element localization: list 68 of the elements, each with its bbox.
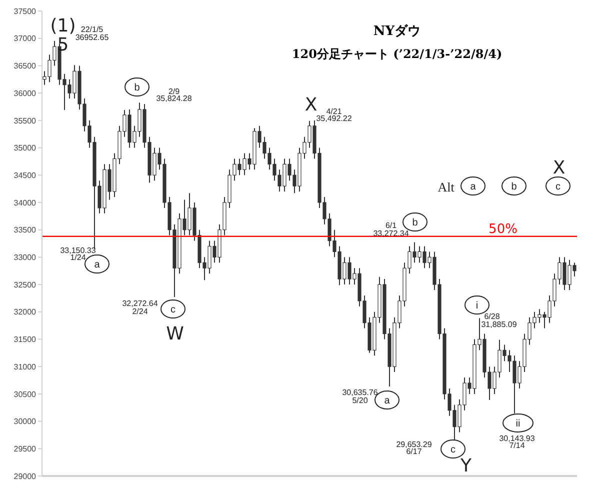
annotation: 2/9: [168, 86, 180, 96]
ellipse-outline: c: [440, 440, 466, 458]
y-tick-label: 35500: [14, 116, 37, 126]
annotation: W: [166, 323, 184, 344]
ellipse-outline: b: [402, 212, 428, 232]
annotation: 35,492.22: [316, 114, 352, 123]
annotation: 31,885.09: [481, 320, 518, 329]
ellipse-outline: b: [502, 176, 526, 196]
annotation: 33,150.33: [60, 246, 96, 255]
annotation: 5/20: [352, 396, 368, 405]
y-tick-label: 31000: [14, 362, 37, 372]
y-tick-label: 36000: [14, 88, 37, 98]
annotation: 1/24: [70, 252, 86, 262]
y-tick-label: 29500: [14, 444, 37, 454]
annotation: 4/21: [326, 106, 342, 116]
y-tick-label: 34000: [14, 198, 37, 208]
annotation: 35,824.28: [156, 94, 192, 103]
y-tick-label: 29000: [14, 472, 37, 481]
annotation: a: [94, 260, 100, 270]
annotation: i: [476, 300, 478, 312]
annotation: c: [450, 444, 456, 456]
ellipse-outline: a: [460, 176, 486, 196]
annotation: Alt: [438, 180, 455, 195]
annotation: X: [304, 94, 318, 116]
annotation: 6/17: [406, 446, 422, 456]
annotation: 33,272.34: [373, 228, 410, 238]
y-tick-label: 37500: [14, 6, 37, 16]
annotation: b: [511, 182, 518, 192]
annotation: X: [552, 157, 566, 178]
annotation: 30,635.76: [342, 388, 378, 397]
annotation: a: [470, 182, 476, 192]
ellipse-outline: ii: [502, 414, 534, 432]
annotation: ii: [516, 418, 520, 430]
annotation: 6/28: [484, 312, 500, 321]
y-tick-label: 32500: [14, 280, 37, 290]
y-tick-label: 34500: [14, 170, 37, 180]
ellipse-outline: c: [546, 176, 570, 196]
text: 120分足チャート (’22/1/3-’22/8/4): [292, 47, 502, 61]
y-tick-label: 30000: [14, 417, 37, 426]
y-tick-label: 33000: [14, 253, 37, 262]
y-tick-label: 31500: [14, 335, 37, 344]
annotation: 32,272.64: [122, 298, 158, 308]
y-tick-label: 30500: [14, 390, 37, 399]
annotation: 5: [57, 34, 69, 56]
y-tick-label: 37000: [14, 34, 37, 44]
annotation: 6/1: [385, 220, 398, 230]
ellipse-outline: i: [464, 296, 490, 314]
annotation: 30,143.93: [499, 434, 536, 443]
annotation: (1): [50, 15, 76, 36]
annotation: 2/24: [132, 306, 148, 316]
y-tick-label: 36500: [14, 62, 37, 71]
annotation: 50%: [488, 222, 518, 237]
ellipse-outline: a: [84, 254, 110, 274]
annotation: 36952.65: [75, 32, 110, 42]
annotation: 7/14: [509, 440, 526, 450]
ellipse-outline: b: [124, 78, 150, 96]
annotation: 29,653.29: [396, 440, 432, 449]
annotation: c: [170, 304, 176, 316]
annotation: 22/1/5: [80, 24, 104, 34]
y-tick-label: 32000: [14, 308, 37, 317]
y-tick-label: 35000: [14, 144, 37, 153]
ellipse-outline: c: [160, 300, 186, 318]
y-tick-label: 33500: [14, 226, 37, 235]
annotation: c: [556, 182, 560, 192]
text: NYダウ: [373, 24, 421, 39]
annotation: a: [384, 396, 390, 406]
annotation: b: [412, 218, 418, 228]
annotation: b: [134, 82, 140, 94]
